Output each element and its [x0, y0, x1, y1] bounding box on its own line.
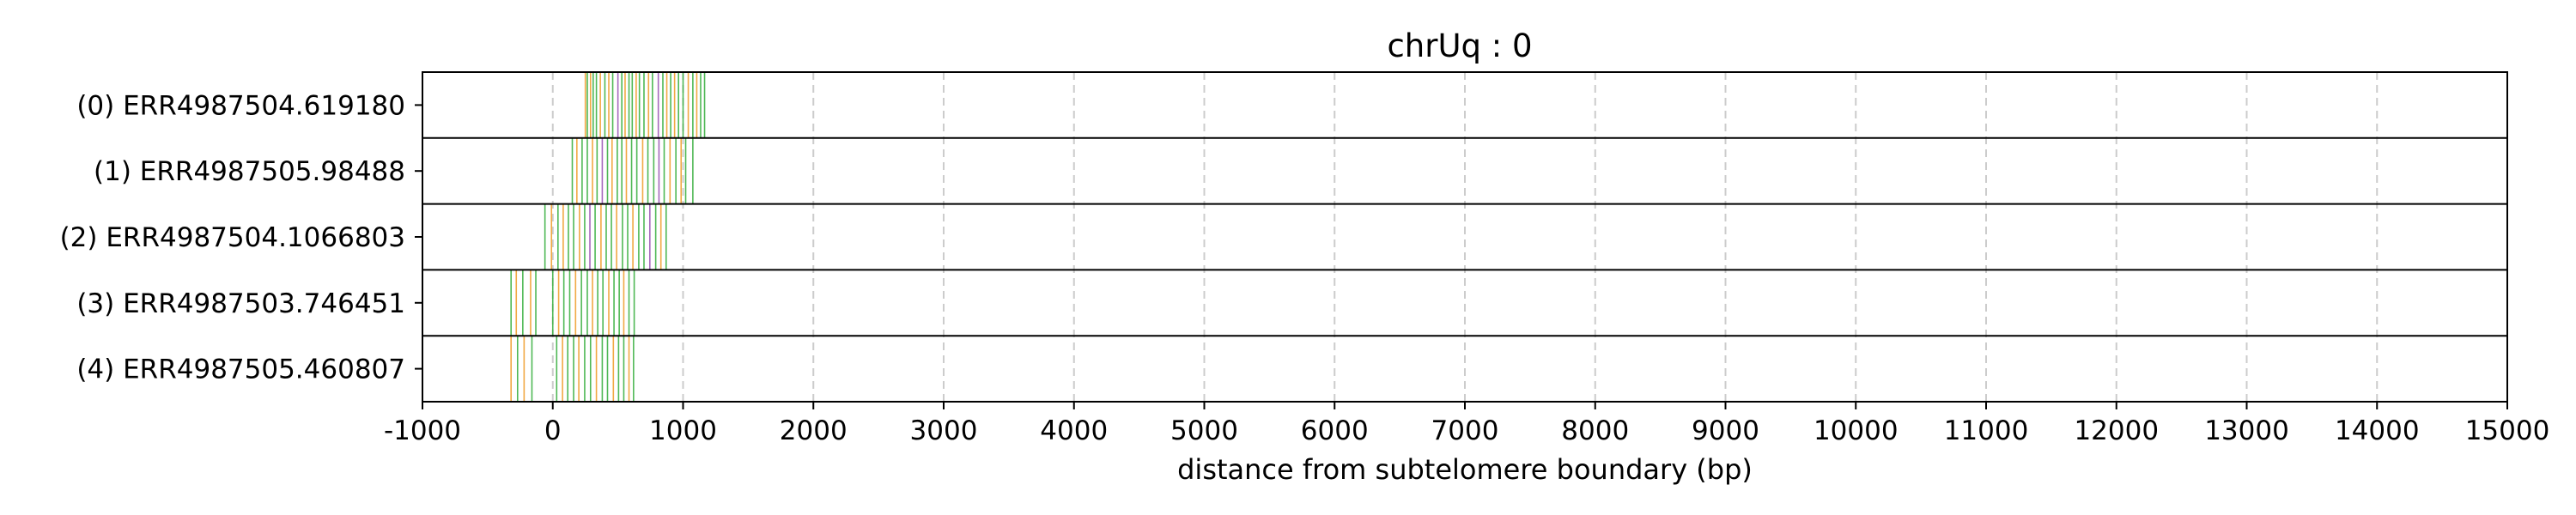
- event-layer: [510, 72, 706, 402]
- x-tick-label: 2000: [780, 415, 848, 446]
- x-tick-label: 4000: [1040, 415, 1108, 446]
- x-tick-label: 1000: [649, 415, 717, 446]
- x-tick-label: 8000: [1561, 415, 1629, 446]
- row-label: (1) ERR4987505.98488: [94, 156, 405, 187]
- x-tick-label: 3000: [910, 415, 978, 446]
- x-tick-layer: -1000 0 1000 2000 3000 4000 5000 6000 7000 8000 90…: [384, 402, 2549, 446]
- grid-layer: [551, 72, 2379, 402]
- x-tick-label: 13000: [2204, 415, 2289, 446]
- x-tick-label: 5000: [1170, 415, 1238, 446]
- x-tick-label: 14000: [2335, 415, 2420, 446]
- x-tick-label: 7000: [1431, 415, 1499, 446]
- row-label: (2) ERR4987504.1066803: [60, 222, 405, 253]
- x-tick-label: 0: [544, 415, 562, 446]
- row-label: (0) ERR4987504.619180: [76, 90, 405, 121]
- x-tick-label: 12000: [2074, 415, 2159, 446]
- row-label: (4) ERR4987505.460807: [76, 354, 405, 385]
- x-axis-label: distance from subtelomere boundary (bp): [1177, 453, 1753, 486]
- x-tick-label: 6000: [1301, 415, 1369, 446]
- x-tick-label: -1000: [384, 415, 461, 446]
- x-tick-label: 15000: [2465, 415, 2550, 446]
- chart-title: chrUq : 0: [1387, 27, 1532, 64]
- x-tick-label: 11000: [1944, 415, 2029, 446]
- frame-layer: [422, 71, 2508, 403]
- x-tick-label: 9000: [1692, 415, 1759, 446]
- row-label-layer: (0) ERR4987504.619180 (1) ERR4987505.9848…: [60, 90, 422, 385]
- plot-frame: [422, 71, 2508, 403]
- row-label: (3) ERR4987503.746451: [76, 288, 405, 319]
- x-tick-label: 10000: [1814, 415, 1899, 446]
